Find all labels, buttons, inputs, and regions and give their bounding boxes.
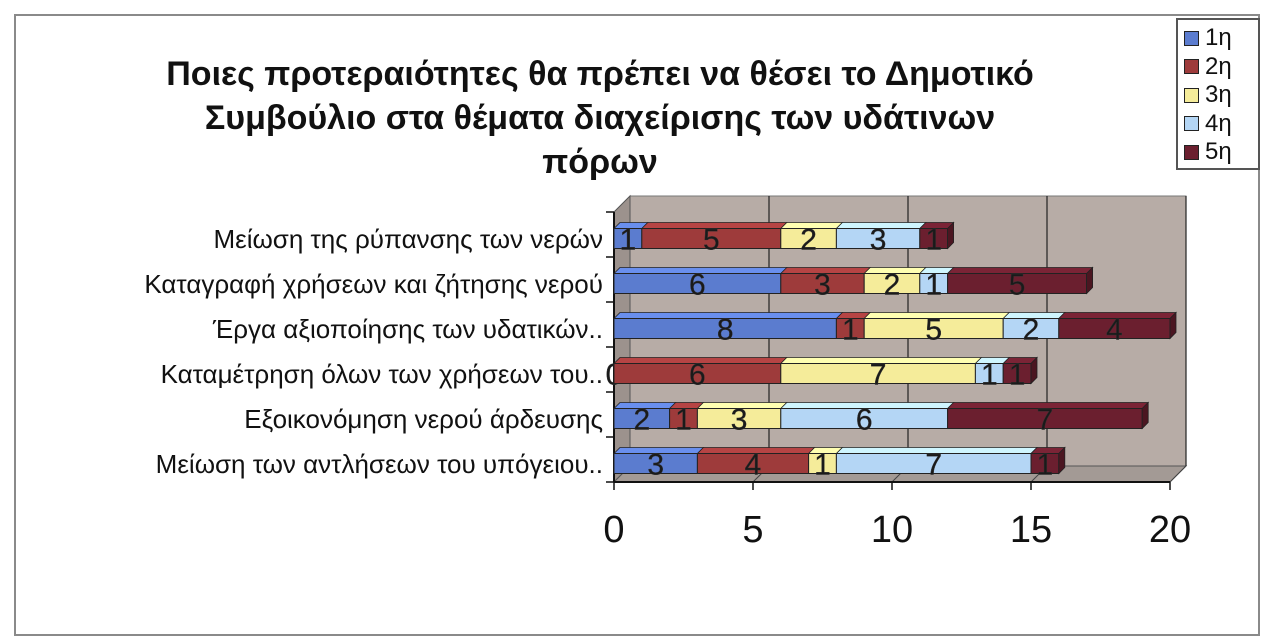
legend-label: 5η bbox=[1205, 138, 1232, 165]
data-label: 2 bbox=[633, 404, 650, 437]
bar-end bbox=[1030, 356, 1038, 385]
data-label: 1 bbox=[842, 314, 859, 347]
legend-swatch bbox=[1184, 87, 1199, 103]
bar-end bbox=[1141, 401, 1149, 430]
category-label: Έργα αξιοποίησης των υδατικών.. bbox=[212, 313, 603, 344]
legend-swatch bbox=[1184, 30, 1199, 46]
data-label: 6 bbox=[689, 269, 706, 302]
legend: 1η 2η 3η 4η 5η bbox=[1176, 18, 1260, 170]
legend-swatch bbox=[1184, 116, 1199, 131]
x-tick-label: 15 bbox=[1010, 509, 1052, 551]
data-label: 2 bbox=[800, 224, 817, 257]
data-label: 1 bbox=[925, 224, 942, 257]
bar-end bbox=[1058, 446, 1066, 475]
x-tick-label: 0 bbox=[603, 509, 624, 551]
data-label: 6 bbox=[856, 404, 873, 437]
data-label: 5 bbox=[925, 314, 942, 347]
data-label: 1 bbox=[675, 404, 692, 437]
legend-item: 2η bbox=[1184, 53, 1232, 81]
data-label: 1 bbox=[814, 449, 831, 482]
category-label: Καταμέτρηση όλων των χρήσεων του.. bbox=[160, 358, 603, 389]
legend-label: 3η bbox=[1205, 81, 1232, 108]
legend-item: 1η bbox=[1184, 24, 1232, 52]
legend-item: 5η bbox=[1184, 138, 1232, 166]
gridline-floor bbox=[1169, 465, 1187, 483]
data-label: 1 bbox=[620, 224, 637, 257]
legend-label: 1η bbox=[1205, 24, 1232, 51]
x-tick-label: 10 bbox=[871, 509, 913, 551]
data-label: 2 bbox=[884, 269, 901, 302]
data-label: 5 bbox=[1009, 269, 1026, 302]
data-label: 1 bbox=[981, 359, 998, 392]
data-label: 7 bbox=[1037, 404, 1054, 437]
legend-item: 3η bbox=[1184, 81, 1232, 109]
data-label: 8 bbox=[717, 314, 734, 347]
data-label: 7 bbox=[870, 359, 887, 392]
category-label: Μείωση των αντλήσεων του υπόγειου.. bbox=[155, 448, 603, 479]
legend-label: 2η bbox=[1205, 52, 1232, 80]
data-label: 5 bbox=[703, 224, 720, 257]
category-label: Καταγραφή χρήσεων και ζήτησης νερού bbox=[144, 268, 603, 299]
data-label: 1 bbox=[925, 269, 942, 302]
data-label: 3 bbox=[870, 224, 887, 257]
legend-swatch bbox=[1184, 144, 1199, 160]
data-label: 1 bbox=[1009, 359, 1026, 392]
data-label: 1 bbox=[1037, 449, 1054, 482]
data-label: 3 bbox=[814, 269, 831, 302]
category-label: Μείωση της ρύπανσης των νερών bbox=[213, 223, 603, 254]
category-label: Εξοικονόμηση νερού άρδευσης bbox=[244, 403, 603, 434]
data-label: 4 bbox=[1106, 314, 1123, 347]
data-label: 6 bbox=[689, 359, 706, 392]
data-label: 2 bbox=[1023, 314, 1040, 347]
data-label: 3 bbox=[647, 449, 664, 482]
data-label: 7 bbox=[925, 449, 942, 482]
bar-end bbox=[1169, 311, 1177, 340]
data-label: 4 bbox=[745, 449, 762, 482]
bar-end bbox=[947, 221, 954, 250]
x-tick-label: 20 bbox=[1149, 509, 1191, 551]
x-tick-label: 5 bbox=[742, 509, 763, 551]
legend-item: 4η bbox=[1184, 110, 1232, 138]
legend-label: 4η bbox=[1205, 109, 1232, 137]
bar-end bbox=[1086, 266, 1093, 295]
data-label: 3 bbox=[731, 404, 748, 437]
legend-swatch bbox=[1184, 59, 1199, 74]
chart-title: Ποιες προτεραιότητες θα πρέπει να θέσει … bbox=[166, 55, 1034, 181]
